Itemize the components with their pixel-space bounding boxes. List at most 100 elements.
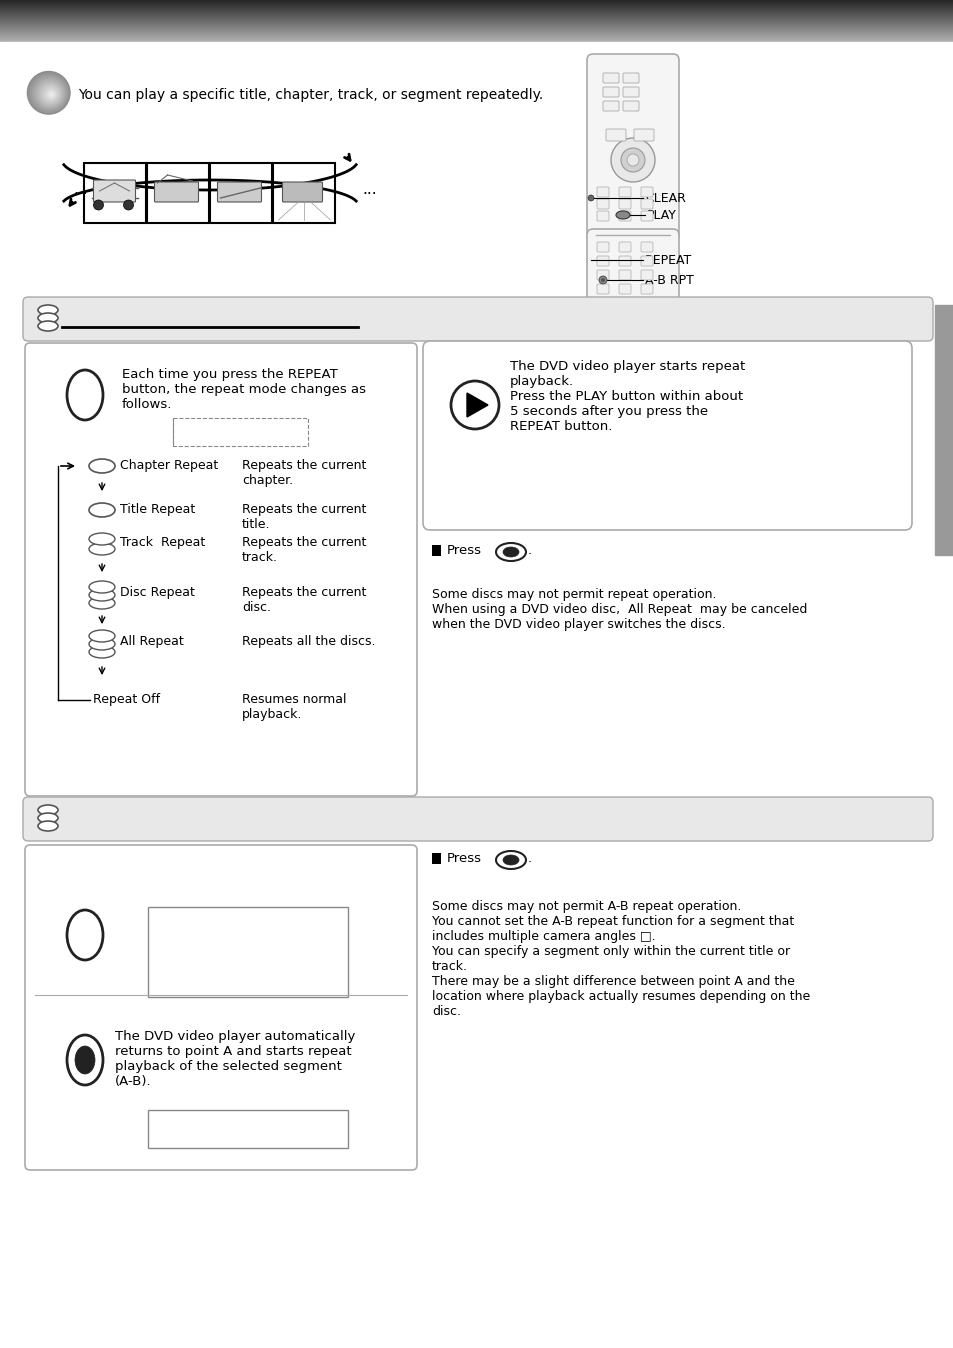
FancyBboxPatch shape — [602, 73, 618, 84]
Text: You can play a specific title, chapter, track, or segment repeatedly.: You can play a specific title, chapter, … — [78, 88, 542, 102]
Ellipse shape — [89, 638, 115, 650]
Circle shape — [27, 71, 71, 115]
Circle shape — [600, 278, 604, 282]
Ellipse shape — [89, 589, 115, 601]
Ellipse shape — [38, 805, 58, 816]
Bar — [148, 1109, 348, 1148]
Ellipse shape — [89, 581, 115, 593]
Ellipse shape — [89, 646, 115, 658]
Circle shape — [37, 81, 63, 106]
FancyBboxPatch shape — [622, 88, 639, 97]
Ellipse shape — [496, 543, 525, 561]
Text: .: . — [527, 852, 532, 865]
Circle shape — [32, 77, 67, 111]
Polygon shape — [467, 394, 488, 417]
Circle shape — [42, 85, 60, 102]
Ellipse shape — [89, 532, 115, 545]
FancyBboxPatch shape — [597, 256, 608, 266]
Text: .: . — [527, 545, 532, 557]
Ellipse shape — [67, 910, 103, 960]
Circle shape — [30, 74, 68, 112]
Text: Repeats the current
chapter.: Repeats the current chapter. — [242, 460, 366, 487]
Circle shape — [587, 195, 594, 201]
FancyBboxPatch shape — [23, 797, 932, 841]
Text: A: A — [158, 913, 167, 925]
Text: ···: ··· — [361, 187, 376, 202]
Circle shape — [44, 88, 58, 101]
Bar — [934, 305, 953, 555]
Text: Repeats the current
title.: Repeats the current title. — [242, 503, 366, 531]
FancyBboxPatch shape — [640, 243, 652, 252]
Ellipse shape — [75, 1046, 95, 1074]
FancyBboxPatch shape — [618, 187, 630, 197]
Ellipse shape — [38, 305, 58, 315]
FancyBboxPatch shape — [640, 256, 652, 266]
Bar — [148, 163, 210, 222]
FancyBboxPatch shape — [618, 270, 630, 280]
Circle shape — [43, 86, 59, 102]
FancyBboxPatch shape — [597, 270, 608, 280]
FancyBboxPatch shape — [618, 256, 630, 266]
Ellipse shape — [502, 547, 518, 557]
Circle shape — [49, 92, 54, 97]
Text: Press: Press — [447, 545, 481, 557]
Circle shape — [31, 75, 68, 111]
Text: The DVD video player automatically
returns to point A and starts repeat
playback: The DVD video player automatically retur… — [115, 1030, 355, 1088]
Ellipse shape — [89, 630, 115, 642]
Bar — [211, 163, 273, 222]
Text: Disc Repeat: Disc Repeat — [120, 586, 194, 599]
Ellipse shape — [89, 460, 115, 473]
Text: A-B RPT: A-B RPT — [644, 274, 693, 287]
Circle shape — [45, 89, 57, 100]
Text: PLAY: PLAY — [646, 209, 677, 222]
FancyBboxPatch shape — [597, 200, 608, 209]
FancyBboxPatch shape — [23, 297, 932, 341]
Text: All Repeat: All Repeat — [120, 635, 184, 648]
Ellipse shape — [616, 212, 629, 218]
FancyBboxPatch shape — [602, 88, 618, 97]
Ellipse shape — [89, 543, 115, 555]
Bar — [274, 163, 335, 222]
FancyBboxPatch shape — [622, 73, 639, 84]
Circle shape — [29, 73, 69, 113]
Text: Some discs may not permit A-B repeat operation.
You cannot set the A-B repeat fu: Some discs may not permit A-B repeat ope… — [432, 900, 809, 1018]
Bar — [172, 418, 308, 446]
FancyBboxPatch shape — [282, 182, 322, 202]
FancyBboxPatch shape — [597, 284, 608, 294]
FancyBboxPatch shape — [602, 101, 618, 111]
FancyBboxPatch shape — [217, 182, 261, 202]
Ellipse shape — [89, 597, 115, 609]
FancyBboxPatch shape — [605, 129, 625, 142]
Text: CLEAR: CLEAR — [644, 191, 685, 205]
Circle shape — [38, 82, 62, 105]
Circle shape — [51, 94, 52, 96]
Circle shape — [93, 200, 103, 210]
FancyBboxPatch shape — [618, 243, 630, 252]
FancyBboxPatch shape — [93, 181, 135, 202]
Text: Repeats all the discs.: Repeats all the discs. — [242, 635, 375, 648]
FancyBboxPatch shape — [618, 284, 630, 294]
Text: Track  Repeat: Track Repeat — [120, 537, 205, 549]
FancyBboxPatch shape — [618, 212, 630, 221]
Circle shape — [451, 381, 498, 429]
Text: Title Repeat: Title Repeat — [120, 503, 195, 516]
FancyBboxPatch shape — [25, 342, 416, 797]
Circle shape — [620, 148, 644, 173]
Circle shape — [610, 137, 655, 182]
Ellipse shape — [67, 1035, 103, 1085]
Ellipse shape — [38, 821, 58, 830]
Text: Repeat Off: Repeat Off — [92, 693, 160, 706]
Circle shape — [626, 154, 639, 166]
Text: A  B: A B — [158, 1117, 183, 1131]
Circle shape — [28, 71, 70, 113]
Circle shape — [40, 84, 60, 104]
Ellipse shape — [38, 321, 58, 332]
FancyBboxPatch shape — [25, 845, 416, 1170]
Text: ···: ··· — [73, 187, 88, 202]
Bar — [85, 163, 147, 222]
FancyBboxPatch shape — [640, 270, 652, 280]
Ellipse shape — [67, 369, 103, 421]
FancyBboxPatch shape — [597, 243, 608, 252]
FancyBboxPatch shape — [586, 229, 679, 321]
Text: Each time you press the REPEAT
button, the repeat mode changes as
follows.: Each time you press the REPEAT button, t… — [122, 368, 366, 411]
